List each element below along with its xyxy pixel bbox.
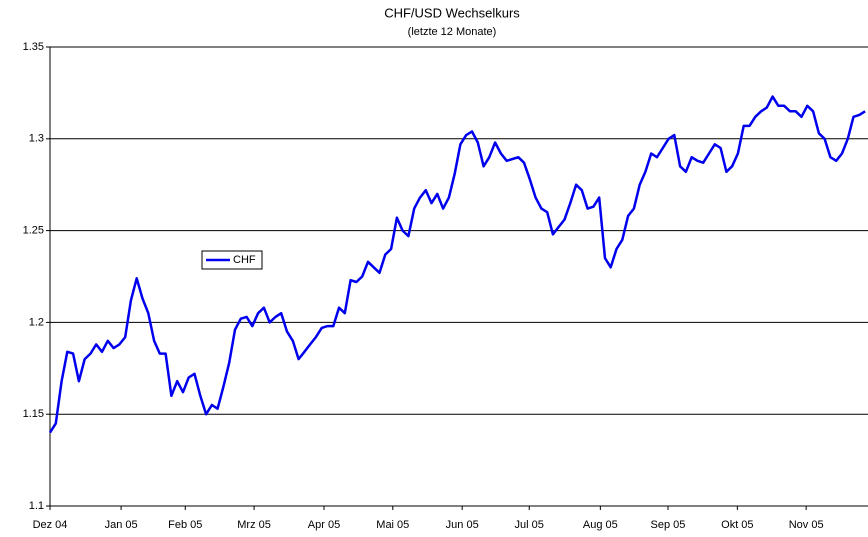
line-series — [48, 95, 866, 434]
x-tick-label: Jul 05 — [515, 519, 544, 531]
y-tick-label: 1.15 — [23, 408, 44, 420]
y-tick-label: 1.3 — [29, 133, 44, 145]
x-tick-label: Jan 05 — [105, 519, 138, 531]
chart-title: CHF/USD Wechselkurs — [384, 5, 520, 20]
y-tick-label: 1.2 — [29, 316, 44, 328]
x-tick-label: Jun 05 — [446, 519, 479, 531]
x-tick-label: Dez 04 — [33, 519, 68, 531]
y-tick-label: 1.1 — [29, 500, 44, 512]
legend-label: CHF — [233, 254, 256, 266]
x-tick-label: Mai 05 — [376, 519, 409, 531]
x-tick-label: Aug 05 — [583, 519, 618, 531]
y-tick-label: 1.35 — [23, 41, 44, 53]
legend-box — [201, 250, 263, 270]
x-tick-label: Sep 05 — [651, 519, 686, 531]
x-tick-label: Okt 05 — [721, 519, 753, 531]
x-tick-label: Apr 05 — [308, 519, 340, 531]
y-tick-label: 1.25 — [23, 225, 44, 237]
x-tick-label: Feb 05 — [168, 519, 202, 531]
chart-subtitle: (letzte 12 Monate) — [408, 26, 497, 38]
x-tick-label: Mrz 05 — [237, 519, 271, 531]
x-tick-label: Nov 05 — [789, 519, 824, 531]
